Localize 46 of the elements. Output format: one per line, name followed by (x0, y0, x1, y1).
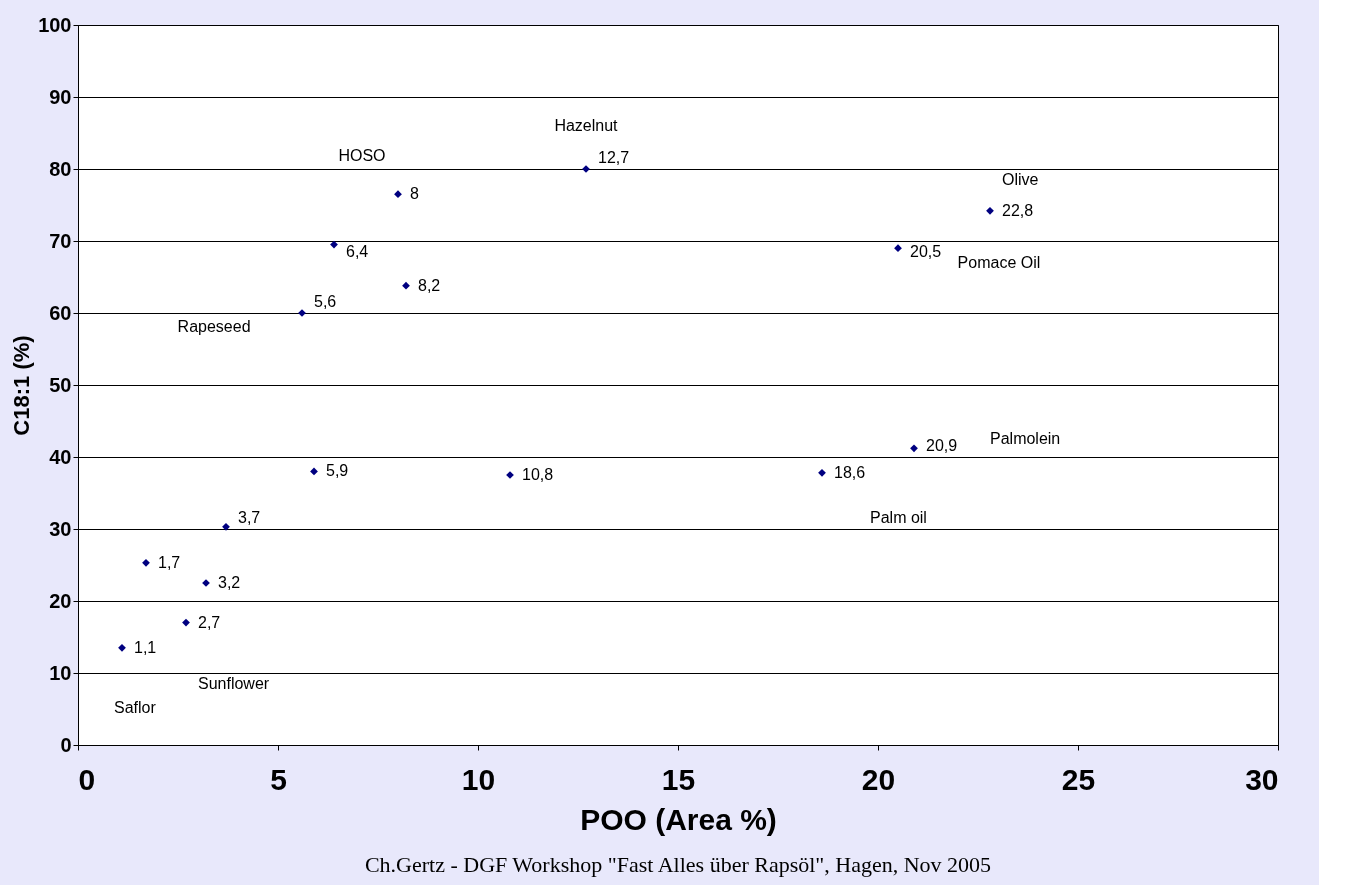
annotation: Olive (1002, 170, 1039, 188)
annotation: 2,7 (198, 613, 221, 631)
annotation: 20,5 (910, 243, 942, 260)
annotation: 22,8 (1002, 201, 1034, 219)
y-tick-label: 60 (49, 301, 72, 324)
annotation: Sunflower (198, 674, 270, 692)
annotation: 1,7 (158, 553, 181, 571)
text: Ch.Gertz - DGF Workshop "Fast Alles über Rapsöl", Hagen, Nov 2005 (364, 852, 992, 877)
annotation: Hazelnut (554, 116, 619, 134)
y-tick-label: 100 (38, 13, 72, 36)
annotation: Palmolein (990, 430, 1061, 447)
annotation: Saflor (114, 698, 157, 716)
y-tick-label: 40 (49, 445, 72, 468)
y-tick-label: 70 (49, 229, 72, 252)
annotation: 20,9 (926, 437, 958, 454)
y-tick-label: 0 (60, 733, 72, 756)
x-axis-title: POO (Area %) (580, 802, 777, 836)
y-tick-label: 30 (49, 517, 72, 540)
annotation: 3,7 (238, 509, 261, 526)
x-tick-label: 25 (1061, 762, 1096, 796)
y-tick-label: 90 (49, 85, 72, 108)
annotation: Rapeseed (177, 318, 251, 336)
annotation: 8 (410, 185, 419, 203)
y-tick-label: 20 (49, 589, 72, 612)
annotation: 10,8 (522, 466, 554, 483)
x-tick-label: 15 (661, 762, 696, 796)
annotation: 5,6 (314, 293, 337, 310)
annotation: 18,6 (834, 463, 866, 481)
y-tick-label: 50 (49, 373, 72, 396)
y-tick-label: 80 (49, 157, 72, 180)
annotation: HOSO (338, 147, 386, 165)
annotation: Pomace Oil (957, 253, 1041, 271)
y-axis-title: C18:1 (%) (9, 335, 35, 436)
annotation: 1,1 (134, 638, 157, 656)
annotation: 8,2 (418, 276, 441, 294)
annotation: 3,2 (218, 574, 241, 591)
annotation: 5,9 (326, 462, 349, 480)
x-tick-label: 5 (270, 762, 287, 796)
y-tick-label: 10 (49, 661, 72, 684)
x-tick-label: 0 (78, 762, 96, 796)
x-tick-label: 10 (461, 762, 496, 796)
x-tick-label: 20 (861, 762, 896, 796)
annotation: Palm oil (870, 509, 927, 527)
annotation: 6,4 (346, 243, 369, 260)
x-tick-label: 30 (1245, 762, 1279, 796)
annotation: 12,7 (598, 149, 630, 166)
